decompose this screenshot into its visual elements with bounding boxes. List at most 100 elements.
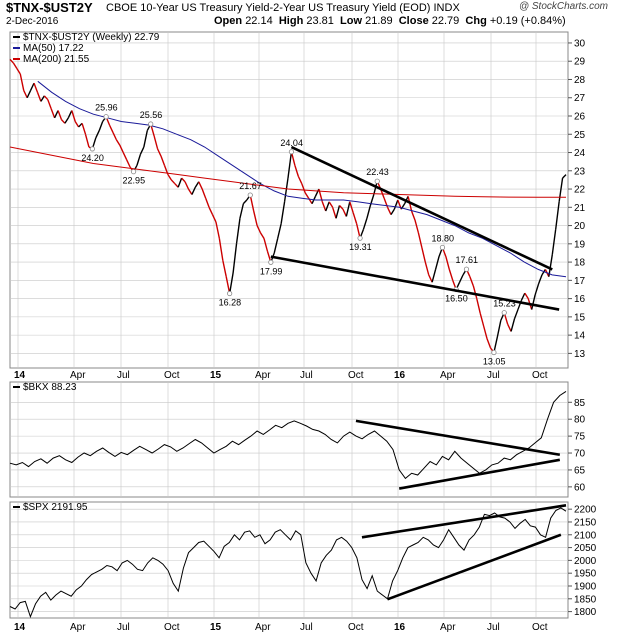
y-tick-label: 27 — [574, 93, 586, 104]
price-segment — [167, 174, 172, 181]
description-text: CBOE 10-Year US Treasury Yield-2-Year US… — [106, 2, 431, 14]
symbol-title: $TNX-$UST2Y — [6, 0, 93, 15]
price-segment — [304, 192, 310, 199]
x-tick-label: Jul — [487, 622, 500, 633]
price-segment — [181, 177, 186, 183]
price-segment — [156, 148, 162, 157]
price-segment — [263, 238, 269, 252]
y-tick-label: 29 — [574, 57, 586, 68]
y-tick-label: 65 — [574, 465, 586, 476]
y-tick-label: 16 — [574, 294, 586, 305]
price-segment — [349, 201, 354, 213]
price-segment — [43, 95, 49, 101]
price-segment — [19, 73, 25, 91]
price-segment — [29, 82, 35, 91]
price-segment — [57, 110, 63, 120]
price-segment — [122, 152, 128, 161]
price-segment — [239, 203, 245, 219]
price-segment — [551, 229, 557, 255]
pivot-label: 24.20 — [81, 153, 104, 163]
legend-entry: $SPX 2191.95 — [23, 502, 88, 513]
x-tick-label: Apr — [255, 370, 271, 381]
chart-header: $TNX-$UST2Y CBOE 10-Year US Treasury Yie… — [4, 0, 614, 30]
price-segment — [252, 210, 258, 226]
spx-upper-trendline — [361, 504, 567, 539]
y-tick-label: 2000 — [574, 556, 597, 567]
price-segment — [445, 256, 450, 270]
price-segment — [23, 90, 28, 99]
chg-value: +0.19 (+0.84%) — [489, 15, 566, 27]
y-tick-label: 60 — [574, 482, 586, 493]
price-segment — [78, 122, 83, 128]
price-segment — [95, 130, 100, 139]
price-segment — [338, 204, 344, 210]
y-tick-label: 1950 — [574, 569, 597, 580]
bkx-line — [9, 390, 567, 480]
pivot-marker — [501, 310, 507, 316]
y-tick-label: 28 — [574, 75, 586, 86]
y-tick-label: 19 — [574, 239, 586, 250]
price-segment — [198, 181, 203, 190]
pivot-label: 13.05 — [483, 356, 506, 366]
y-tick-label: 1850 — [574, 594, 597, 605]
panel-3 — [9, 501, 572, 619]
y-tick-label: 20 — [574, 221, 586, 232]
price-segment — [352, 212, 358, 224]
price-segment — [242, 199, 248, 205]
x-tick-label: 15 — [210, 622, 222, 633]
pivot-label: 17.61 — [455, 255, 478, 265]
price-segment — [513, 309, 519, 319]
price-segment — [232, 243, 238, 274]
price-segment — [33, 82, 39, 93]
price-segment — [428, 274, 433, 283]
spx-lower-trendline — [387, 533, 562, 601]
price-segment — [215, 221, 221, 239]
y-tick-label: 13 — [574, 349, 586, 360]
panel-1 — [9, 31, 572, 369]
high-label: High — [278, 15, 304, 27]
price-segment — [222, 260, 227, 277]
price-segment — [84, 134, 90, 148]
price-segment — [143, 130, 148, 148]
price-segment — [126, 159, 131, 168]
price-segment — [421, 247, 426, 263]
y-tick-label: 17 — [574, 276, 586, 287]
price-segment — [530, 294, 536, 310]
price-segment — [112, 132, 118, 141]
low-value: 21.89 — [365, 15, 393, 27]
price-segment — [184, 181, 190, 190]
y-tick-label: 2100 — [574, 530, 597, 541]
price-segment — [204, 197, 210, 208]
y-tick-label: 2150 — [574, 517, 597, 528]
price-segment — [342, 208, 347, 217]
y-tick-label: 14 — [574, 331, 586, 342]
price-segment — [108, 124, 114, 133]
x-tick-label: Jul — [300, 370, 313, 381]
x-tick-label: Apr — [440, 370, 456, 381]
x-tick-label: 14 — [14, 370, 26, 381]
pivot-marker — [247, 192, 253, 198]
x-tick-label: Jul — [487, 370, 500, 381]
price-segment — [119, 144, 124, 153]
pivot-marker — [130, 169, 137, 175]
price-segment — [235, 218, 241, 244]
panel-2 — [9, 381, 572, 498]
price-segment — [187, 188, 193, 195]
price-segment — [537, 274, 543, 285]
y-tick-label: 26 — [574, 112, 586, 123]
price-segment — [211, 214, 217, 223]
bkx-lower-trendline — [398, 458, 561, 490]
price-segment — [9, 58, 14, 64]
y-tick-label: 24 — [574, 148, 586, 159]
pivot-label: 16.50 — [445, 293, 468, 303]
spx-line — [9, 507, 567, 619]
pivot-marker — [288, 149, 295, 155]
price-segment — [174, 183, 179, 188]
price-segment — [414, 219, 420, 234]
price-segment — [277, 223, 282, 239]
y-tick-label: 18 — [574, 258, 586, 269]
exchange-label: INDX — [433, 2, 460, 14]
price-segment — [366, 205, 372, 219]
price-segment — [476, 298, 481, 314]
price-segment — [12, 62, 18, 69]
